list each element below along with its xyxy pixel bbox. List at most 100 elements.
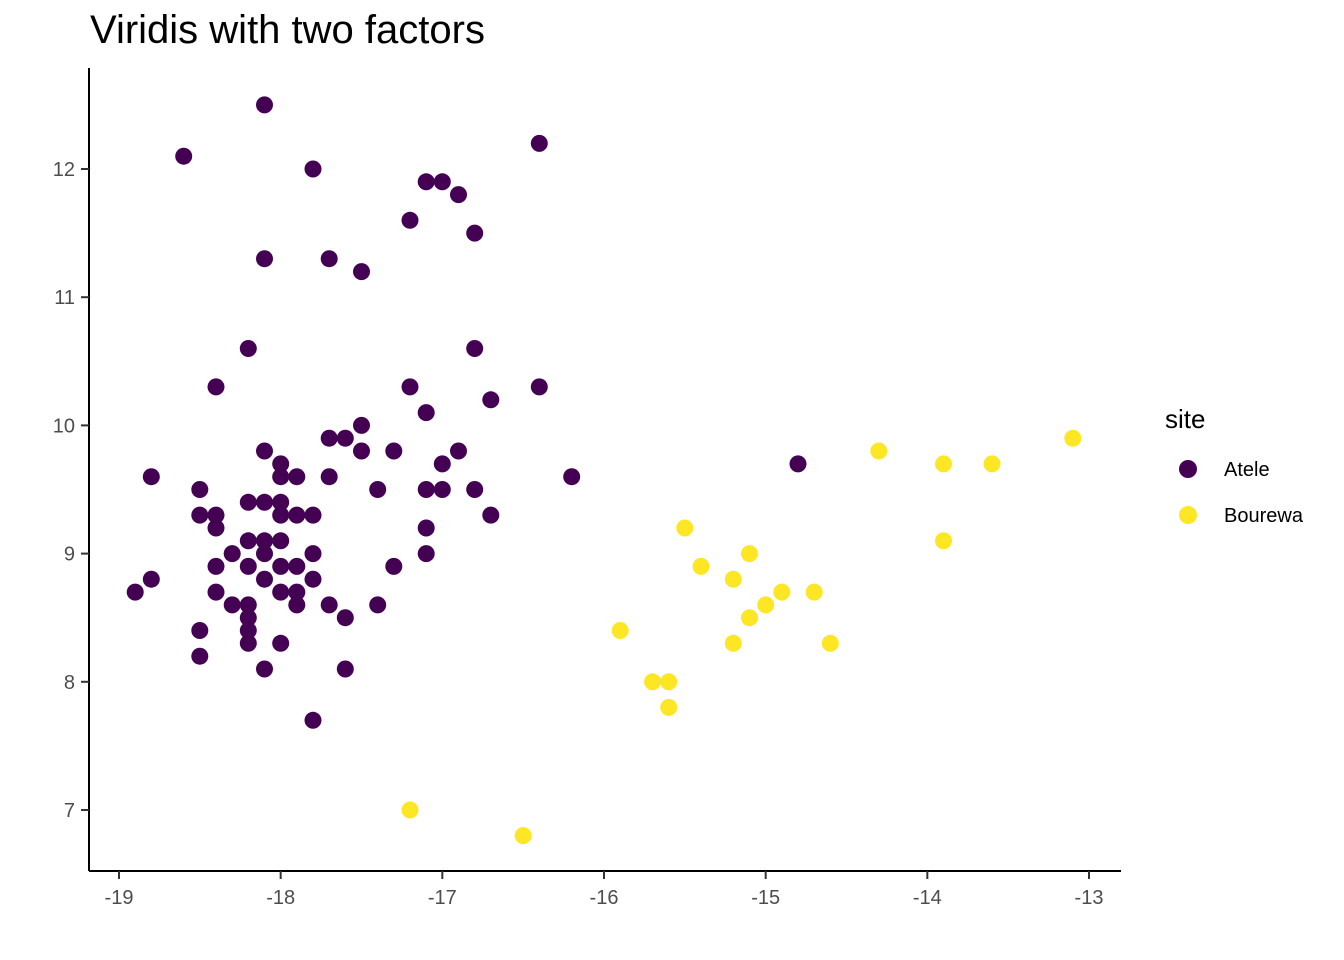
- point-atele-12: [239, 340, 257, 357]
- point-atele-59: [272, 557, 290, 575]
- y-tick-label: 7: [64, 800, 75, 822]
- x-tick-label: -14: [913, 887, 942, 909]
- point-atele-58: [239, 557, 257, 575]
- point-atele-2: [304, 160, 322, 178]
- point-atele-6: [450, 186, 467, 204]
- point-atele-25: [450, 442, 467, 460]
- point-atele-8: [466, 224, 484, 242]
- point-atele-61: [385, 557, 403, 575]
- legend-key-atele: [1179, 460, 1197, 478]
- y-tick-label: 8: [64, 672, 75, 694]
- point-atele-18: [417, 404, 435, 422]
- point-atele-62: [142, 570, 160, 588]
- point-atele-24: [385, 442, 403, 460]
- y-tick-label: 10: [53, 415, 75, 437]
- point-atele-15: [401, 378, 419, 396]
- point-atele-22: [256, 442, 273, 460]
- point-atele-38: [466, 481, 484, 498]
- point-bourewa-16: [644, 673, 661, 691]
- point-atele-69: [223, 596, 241, 614]
- point-atele-45: [288, 506, 306, 524]
- point-atele-81: [256, 660, 273, 678]
- point-atele-31: [288, 468, 306, 486]
- point-bourewa-7: [692, 557, 710, 575]
- point-atele-36: [417, 481, 435, 498]
- point-atele-72: [320, 596, 338, 614]
- point-atele-66: [207, 583, 225, 601]
- point-atele-79: [272, 634, 290, 652]
- point-bourewa-18: [660, 698, 678, 716]
- point-bourewa-12: [741, 609, 758, 627]
- x-tick-label: -18: [266, 887, 295, 909]
- x-tick-label: -15: [751, 887, 780, 909]
- point-atele-74: [239, 609, 257, 627]
- legend-key-bourewa: [1179, 506, 1197, 524]
- point-atele-44: [272, 506, 290, 524]
- point-atele-83: [304, 711, 322, 729]
- point-bourewa-6: [741, 545, 758, 563]
- point-bourewa-13: [611, 622, 629, 639]
- point-atele-56: [417, 545, 435, 563]
- point-bourewa-8: [724, 570, 742, 588]
- point-atele-76: [191, 622, 209, 639]
- x-tick-label: -13: [1075, 887, 1104, 909]
- y-tick-label: 11: [54, 287, 75, 309]
- point-atele-35: [369, 481, 387, 498]
- point-bourewa-9: [773, 583, 791, 601]
- point-bourewa-4: [676, 519, 694, 537]
- point-atele-14: [207, 378, 225, 396]
- point-atele-80: [191, 647, 209, 665]
- point-atele-23: [353, 442, 370, 460]
- point-atele-30: [272, 468, 290, 486]
- point-atele-47: [482, 506, 500, 524]
- chart-title: Viridis with two factors: [90, 8, 485, 52]
- point-atele-51: [256, 532, 273, 550]
- point-bourewa-11: [757, 596, 775, 614]
- point-atele-34: [191, 481, 209, 498]
- x-tick-label: -19: [105, 887, 134, 909]
- point-atele-50: [239, 532, 257, 550]
- point-atele-27: [433, 455, 451, 473]
- legend-title: site: [1165, 404, 1205, 434]
- point-atele-37: [433, 481, 451, 498]
- point-atele-40: [256, 493, 273, 511]
- point-atele-11: [353, 263, 370, 281]
- point-bourewa-15: [821, 634, 839, 652]
- point-atele-19: [353, 416, 370, 434]
- point-atele-41: [272, 493, 290, 511]
- point-atele-55: [304, 545, 322, 563]
- point-atele-9: [256, 250, 273, 268]
- point-atele-73: [369, 596, 387, 614]
- point-atele-17: [482, 391, 500, 409]
- point-atele-7: [401, 211, 419, 229]
- point-atele-49: [417, 519, 435, 537]
- point-bourewa-5: [935, 532, 952, 550]
- legend-items: Atele Bourewa: [1179, 459, 1304, 527]
- point-atele-43: [207, 506, 225, 524]
- point-atele-54: [256, 545, 273, 563]
- point-bourewa-19: [401, 801, 419, 819]
- point-atele-63: [256, 570, 273, 588]
- point-bourewa-14: [724, 634, 742, 652]
- legend-label-bourewa: Bourewa: [1224, 505, 1304, 527]
- point-atele-28: [789, 455, 807, 473]
- point-atele-21: [336, 429, 354, 447]
- point-bourewa-17: [660, 673, 678, 691]
- point-atele-48: [207, 519, 225, 537]
- point-atele-3: [530, 134, 548, 152]
- point-atele-64: [304, 570, 322, 588]
- point-bourewa-0: [1064, 429, 1082, 447]
- x-axis-ticks: -19 -18 -17 -16 -15 -14 -13: [105, 871, 1104, 909]
- point-atele-5: [433, 173, 451, 191]
- point-atele-65: [126, 583, 144, 601]
- point-atele-77: [239, 622, 257, 639]
- y-tick-label: 12: [53, 159, 75, 181]
- x-tick-label: -16: [590, 887, 619, 909]
- point-atele-16: [530, 378, 548, 396]
- point-atele-0: [256, 96, 273, 114]
- point-atele-71: [288, 596, 306, 614]
- point-bourewa-10: [805, 583, 823, 601]
- point-atele-68: [288, 583, 306, 601]
- point-atele-53: [223, 545, 241, 563]
